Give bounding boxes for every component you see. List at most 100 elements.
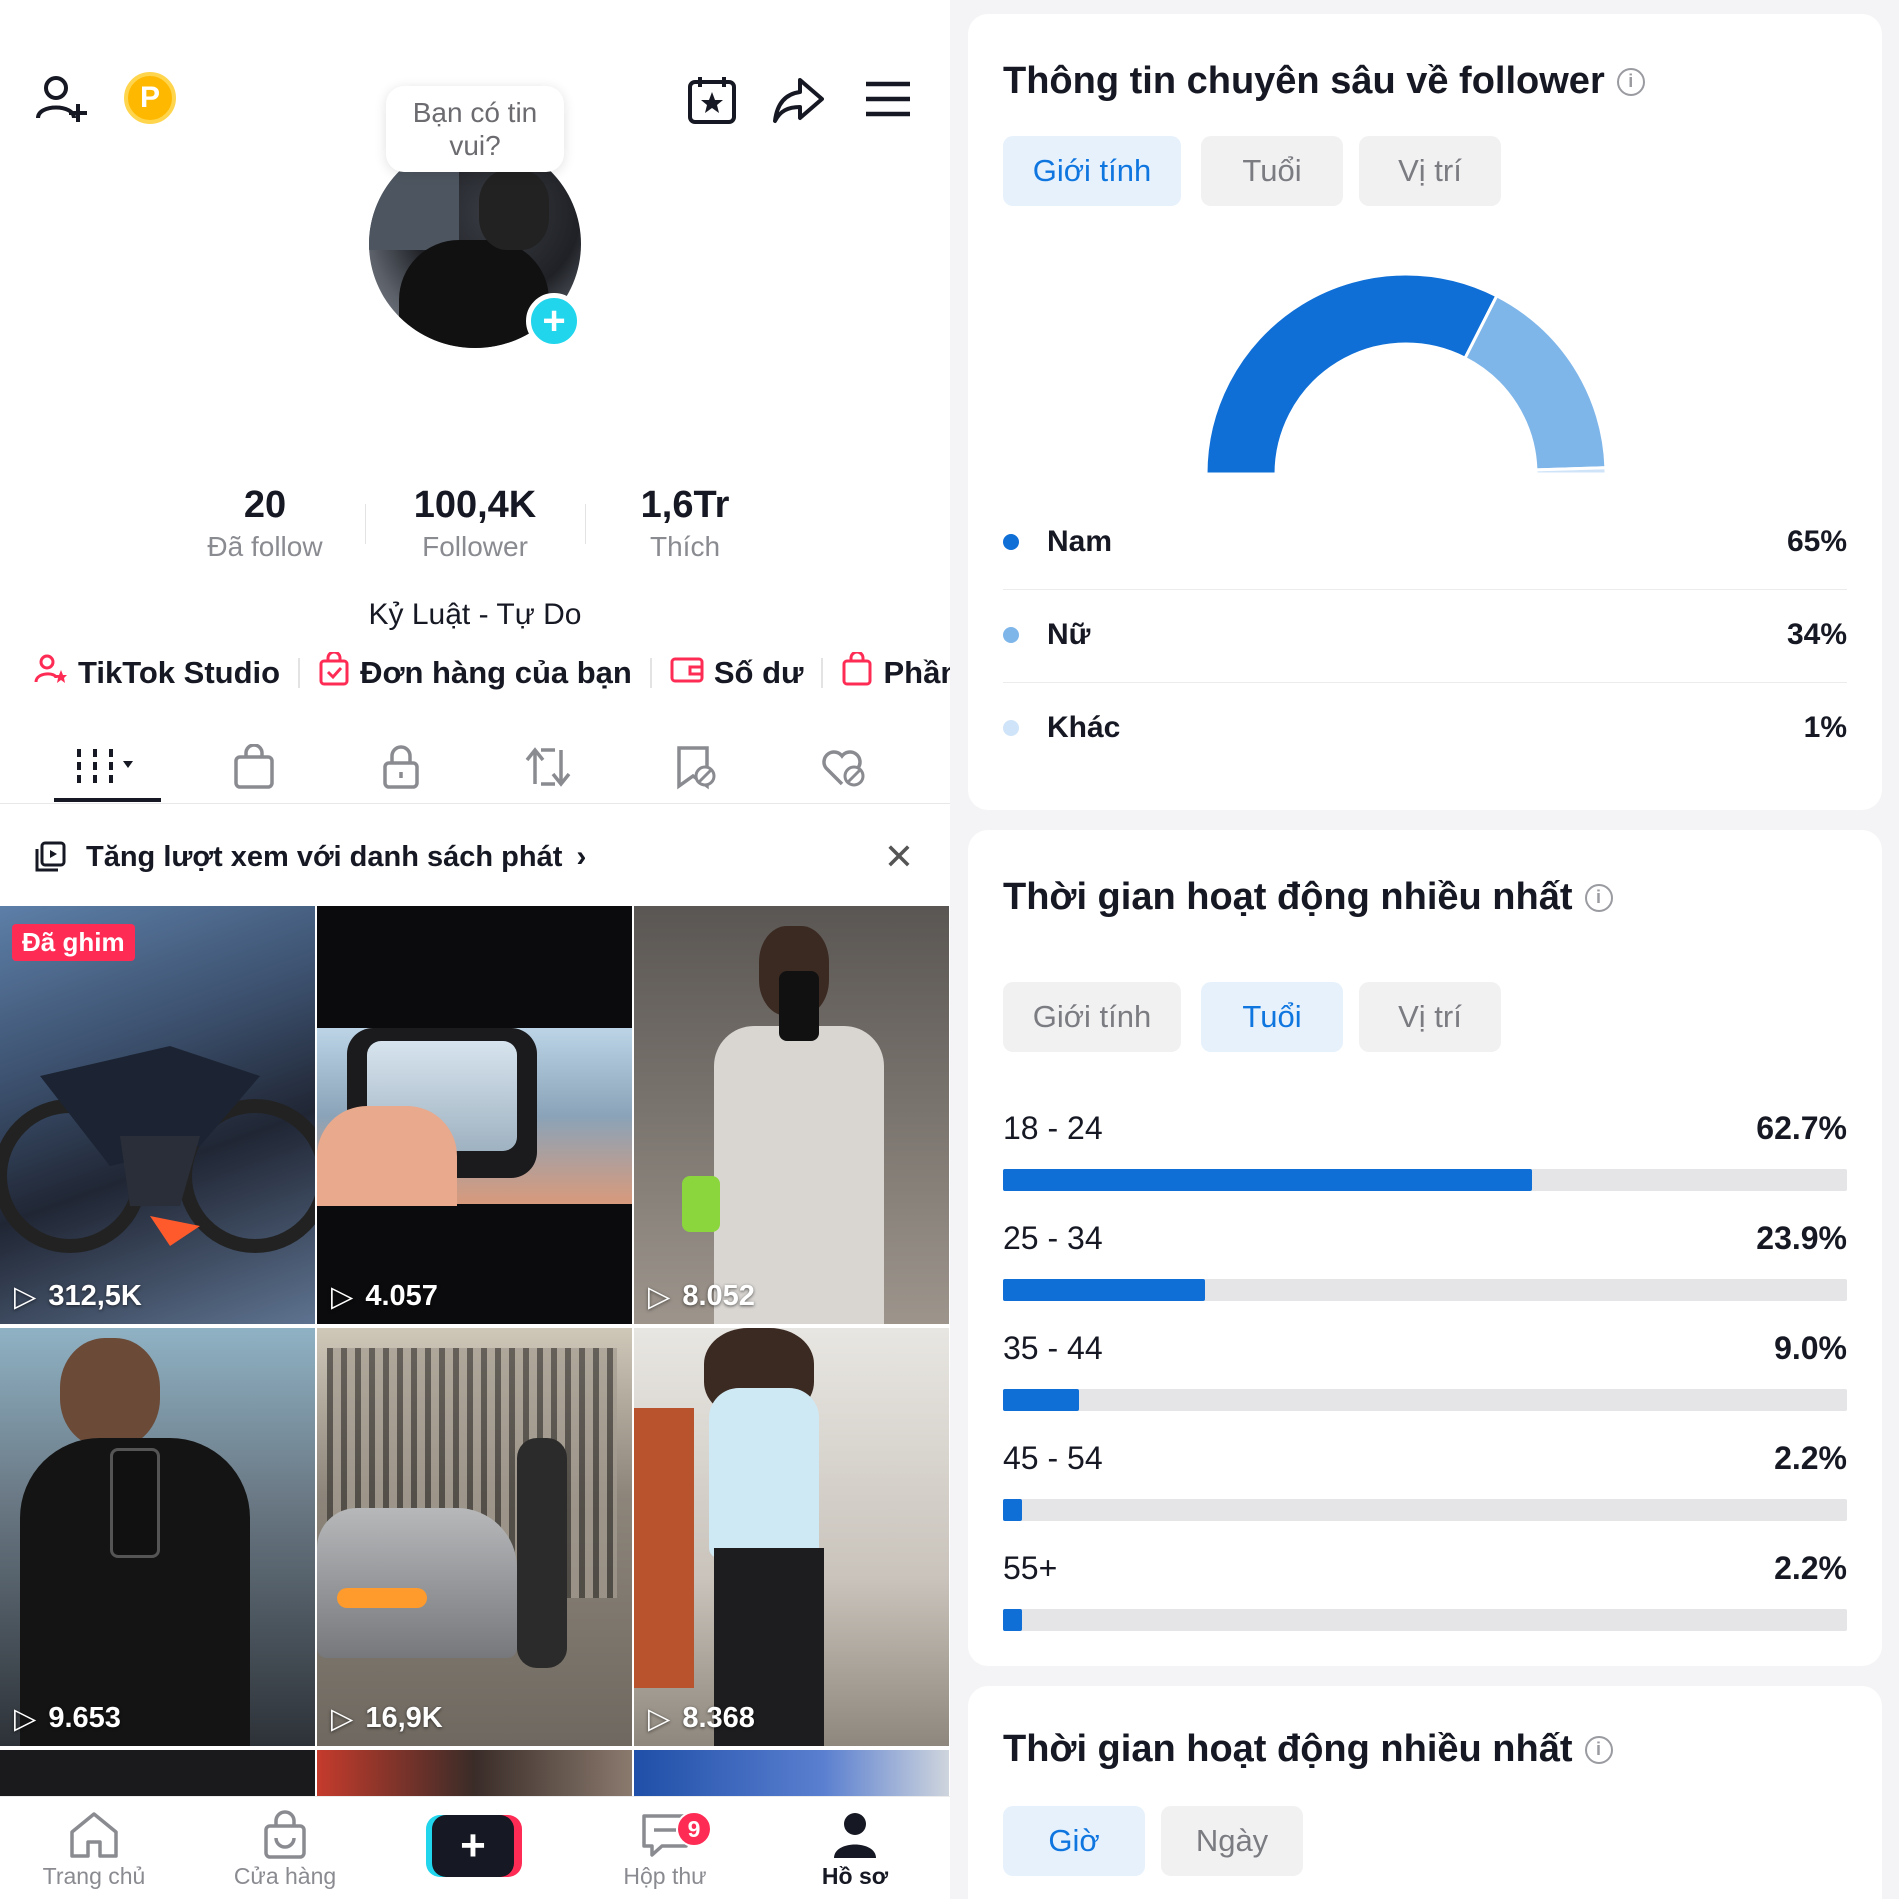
play-icon: ▷ — [331, 1703, 354, 1735]
playlist-icon — [35, 841, 66, 872]
age-range-label: 35 - 44 — [1003, 1330, 1103, 1366]
age-percent-label: 9.0% — [1774, 1330, 1847, 1366]
age-percent-label: 2.2% — [1774, 1550, 1847, 1586]
filter-age[interactable]: Tuổi — [1201, 982, 1343, 1052]
video-thumbnail[interactable]: ▷ 9.653 — [0, 1328, 315, 1746]
legend-dot — [1003, 534, 1019, 550]
studio-icon — [34, 652, 68, 694]
video-thumbnail[interactable]: ▷ 4.057 — [317, 906, 632, 1324]
nav-home-label: Trang chủ — [42, 1863, 146, 1889]
tiktok-studio-label: TikTok Studio — [78, 655, 281, 690]
play-icon: ▷ — [14, 1281, 37, 1313]
age-bar-track — [1003, 1279, 1847, 1301]
view-count: ▷ 8.368 — [648, 1702, 755, 1735]
age-bar-fill — [1003, 1609, 1022, 1631]
tab-reposts[interactable] — [494, 730, 602, 804]
menu-icon[interactable] — [860, 74, 916, 124]
video-thumbnail[interactable] — [0, 1750, 315, 1800]
filter-age[interactable]: Tuổi — [1201, 136, 1343, 206]
nav-inbox-label: Hộp thư — [623, 1863, 707, 1889]
filter-location[interactable]: Vị trí — [1359, 982, 1501, 1052]
bookmark-hidden-icon — [677, 746, 716, 790]
age-bar-track — [1003, 1389, 1847, 1411]
stat-followers-label: Follower — [422, 531, 528, 562]
info-icon[interactable]: i — [1616, 67, 1645, 96]
orders-link[interactable]: Đơn hàng của bạn — [318, 650, 632, 694]
nav-profile[interactable]: Hồ sơ — [780, 1807, 930, 1890]
age-range-label: 55+ — [1003, 1550, 1058, 1586]
status-bubble[interactable]: Bạn có tin vui? — [386, 86, 564, 172]
age-percent-label: 62.7% — [1756, 1110, 1847, 1146]
close-icon[interactable]: ✕ — [883, 836, 914, 877]
stat-following-label: Đã follow — [207, 531, 323, 562]
play-icon: ▷ — [648, 1703, 671, 1735]
tiktok-studio-link[interactable]: TikTok Studio — [34, 652, 280, 694]
profile-stats: 20 Đã follow 100,4K Follower 1,6Tr Thích — [160, 484, 790, 563]
view-count: ▷ 8.052 — [648, 1280, 755, 1313]
video-thumbnail[interactable]: ▷ 8.368 — [634, 1328, 949, 1746]
activity-time-card: Thời gian hoạt động nhiều nhất i Giờ Ngà… — [968, 1686, 1882, 1899]
profile-screen: P Bạn có tin vui? + 20 Đã follow 100,4K … — [0, 70, 950, 1890]
shop-icon — [210, 1807, 360, 1863]
content-tabs — [0, 730, 950, 804]
age-bar-fill — [1003, 1499, 1022, 1521]
calendar-star-icon[interactable] — [684, 72, 740, 128]
orders-bag-icon — [318, 650, 350, 694]
legend-dot — [1003, 627, 1019, 643]
activity-age-card: Thời gian hoạt động nhiều nhất i Giới tí… — [968, 830, 1882, 1666]
rewards-link[interactable]: Phần — [841, 650, 950, 694]
nav-shop[interactable]: Cửa hàng — [210, 1807, 360, 1890]
age-bar-row: 35 - 44 9.0% — [1003, 1330, 1847, 1411]
share-icon[interactable] — [770, 72, 826, 128]
age-percent-label: 23.9% — [1756, 1220, 1847, 1256]
follower-insights-title: Thông tin chuyên sâu về follower i — [1003, 60, 1645, 103]
playlist-banner[interactable]: Tăng lượt xem với danh sách phát › ✕ — [34, 832, 914, 882]
gender-gauge-chart — [1204, 272, 1608, 476]
stat-following-count: 20 — [243, 484, 287, 526]
info-icon[interactable]: i — [1584, 883, 1613, 912]
age-bar-row: 18 - 24 62.7% — [1003, 1110, 1847, 1191]
nav-shop-label: Cửa hàng — [233, 1863, 337, 1889]
lock-icon — [383, 745, 419, 789]
add-story-icon[interactable]: + — [526, 293, 582, 349]
add-friend-icon[interactable] — [34, 70, 90, 126]
analytics-screen: Thông tin chuyên sâu về follower i Giới … — [950, 0, 1899, 1899]
legend-row-other: Khác 1% — [1003, 682, 1847, 774]
nav-inbox[interactable]: Hộp thư — [590, 1807, 740, 1890]
nav-home[interactable]: Trang chủ — [19, 1807, 169, 1890]
video-thumbnail[interactable] — [317, 1750, 632, 1800]
tab-videos[interactable] — [54, 730, 162, 804]
video-thumbnail[interactable]: ▷ 16,9K — [317, 1328, 632, 1746]
balance-link[interactable]: Số dư — [670, 654, 803, 692]
filter-day[interactable]: Ngày — [1161, 1806, 1303, 1876]
tab-private[interactable] — [347, 730, 455, 804]
create-button[interactable]: + — [426, 1815, 522, 1877]
info-icon[interactable]: i — [1584, 1735, 1613, 1764]
video-thumbnail[interactable] — [634, 1750, 949, 1800]
coin-icon[interactable]: P — [124, 72, 176, 124]
heart-hidden-icon — [822, 750, 865, 787]
filter-gender[interactable]: Giới tính — [1003, 136, 1181, 206]
tab-favorites[interactable] — [642, 730, 750, 804]
tab-liked[interactable] — [789, 730, 897, 804]
bag-icon — [234, 744, 274, 789]
filter-gender[interactable]: Giới tính — [1003, 982, 1181, 1052]
video-thumbnail[interactable]: Đã ghim ▷ 312,5K — [0, 906, 315, 1324]
stat-following[interactable]: 20 Đã follow — [160, 484, 370, 563]
stat-followers[interactable]: 100,4K Follower — [370, 484, 580, 563]
follower-insights-card: Thông tin chuyên sâu về follower i Giới … — [968, 14, 1882, 810]
tab-shop[interactable] — [200, 730, 308, 804]
stat-likes[interactable]: 1,6Tr Thích — [580, 484, 790, 563]
playlist-banner-text: Tăng lượt xem với danh sách phát — [86, 840, 563, 873]
pinned-badge: Đã ghim — [12, 924, 135, 961]
view-count: ▷ 4.057 — [331, 1280, 438, 1313]
legend-row-female: Nữ 34% — [1003, 589, 1847, 681]
filter-location[interactable]: Vị trí — [1359, 136, 1501, 206]
repost-icon — [525, 747, 571, 787]
age-bar-fill — [1003, 1279, 1205, 1301]
stat-followers-count: 100,4K — [413, 484, 537, 526]
legend-dot — [1003, 720, 1019, 736]
video-thumbnail[interactable]: ▷ 8.052 — [634, 906, 949, 1324]
rewards-label: Phần — [883, 655, 950, 690]
filter-hour[interactable]: Giờ — [1003, 1806, 1145, 1876]
